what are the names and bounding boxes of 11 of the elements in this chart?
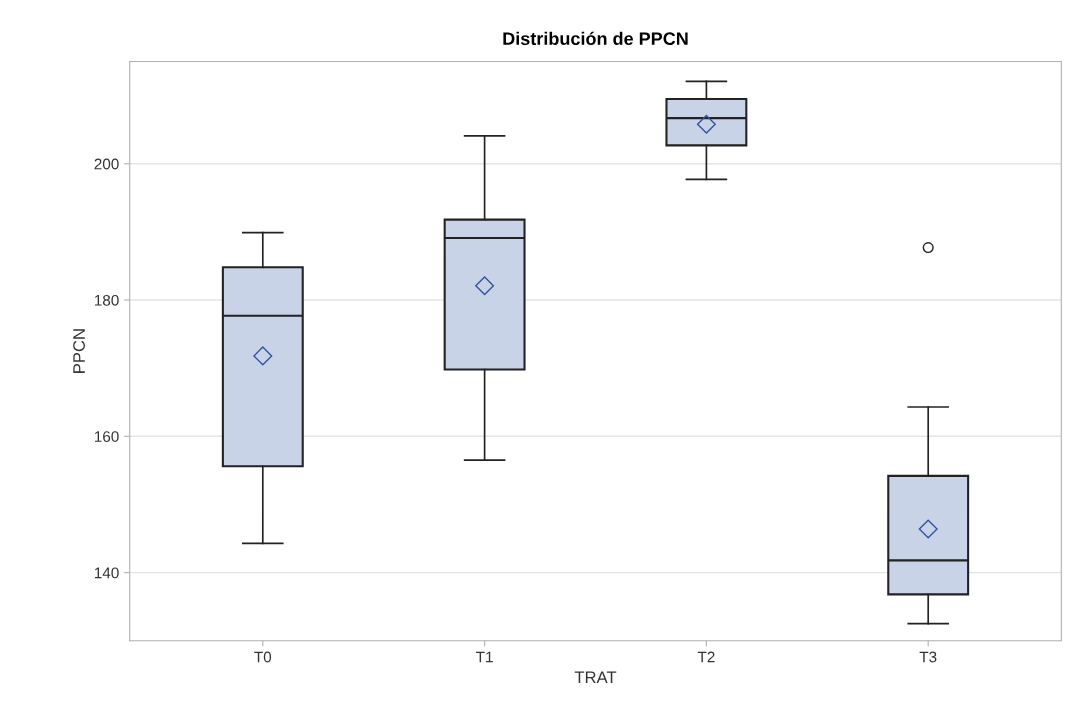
y-axis-title: PPCN xyxy=(73,329,85,373)
x-tick-label: T0 xyxy=(254,651,272,663)
y-tick-label: 140 xyxy=(94,567,119,579)
y-tick-label: 160 xyxy=(94,431,119,442)
x-tick-label: T1 xyxy=(476,651,493,663)
x-axis-title: TRAT xyxy=(574,671,617,684)
x-tick-label: T2 xyxy=(697,651,715,663)
y-tick-label: 200 xyxy=(94,158,119,170)
x-tick-label: T3 xyxy=(919,651,937,663)
chart-title: Distribución de PPCN xyxy=(503,31,688,46)
y-tick-label: 180 xyxy=(94,294,119,306)
